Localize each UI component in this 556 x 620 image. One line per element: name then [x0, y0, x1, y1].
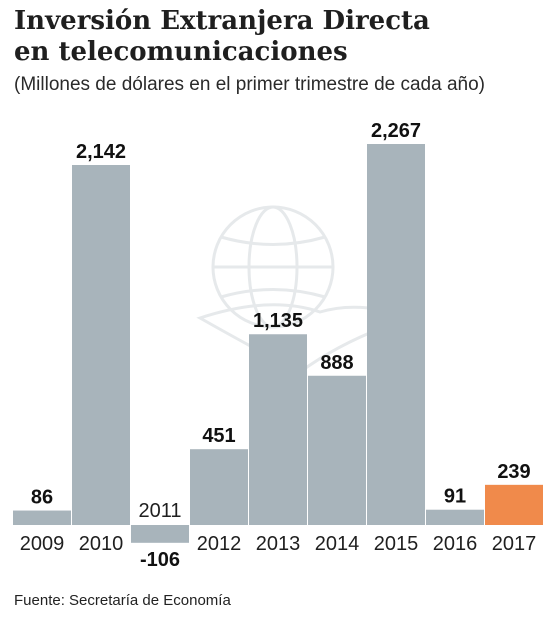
value-label-2017: 239: [497, 461, 530, 483]
chart-title-line-1: Inversión Extranjera Directa: [14, 6, 430, 36]
chart-subtitle: (Millones de dólares en el primer trimes…: [14, 74, 485, 95]
bar-2011: [131, 525, 189, 543]
x-tick-label-2017: 2017: [492, 533, 537, 555]
x-tick-label-2009: 2009: [20, 533, 65, 555]
value-label-2016: 91: [444, 486, 466, 508]
source-note: Fuente: Secretaría de Economía: [14, 592, 231, 609]
x-tick-label-2011: 2011: [138, 500, 181, 522]
value-label-2010: 2,142: [76, 141, 126, 163]
labels-layer: 86 2009 2,142 2010 2011 -106 451 2012 1,135 2013 8…: [20, 120, 537, 571]
value-label-2015: 2,267: [371, 120, 421, 142]
bar-2013: [249, 334, 307, 525]
x-tick-label-2010: 2010: [79, 533, 124, 555]
x-tick-label-2013: 2013: [256, 533, 301, 555]
value-label-2012: 451: [202, 425, 235, 447]
x-tick-label-2012: 2012: [197, 533, 242, 555]
value-label-2013: 1,135: [253, 310, 303, 332]
value-label-2011: -106: [140, 549, 180, 571]
bar-2017: [485, 484, 543, 525]
chart-title-line-2: en telecomunicaciones: [14, 37, 348, 67]
bar-2014: [308, 375, 366, 525]
bar-2009: [13, 510, 71, 525]
x-tick-label-2014: 2014: [315, 533, 360, 555]
value-label-2009: 86: [31, 487, 53, 509]
x-tick-label-2016: 2016: [433, 533, 478, 555]
bar-2012: [190, 449, 248, 525]
value-label-2014: 888: [320, 352, 353, 374]
bars-layer: [13, 144, 543, 543]
bar-2010: [72, 165, 130, 525]
x-tick-label-2015: 2015: [374, 533, 419, 555]
chart-title: Inversión Extranjera Directa en telecomu…: [14, 6, 544, 68]
bar-2016: [426, 509, 484, 525]
bar-2015: [367, 144, 425, 525]
